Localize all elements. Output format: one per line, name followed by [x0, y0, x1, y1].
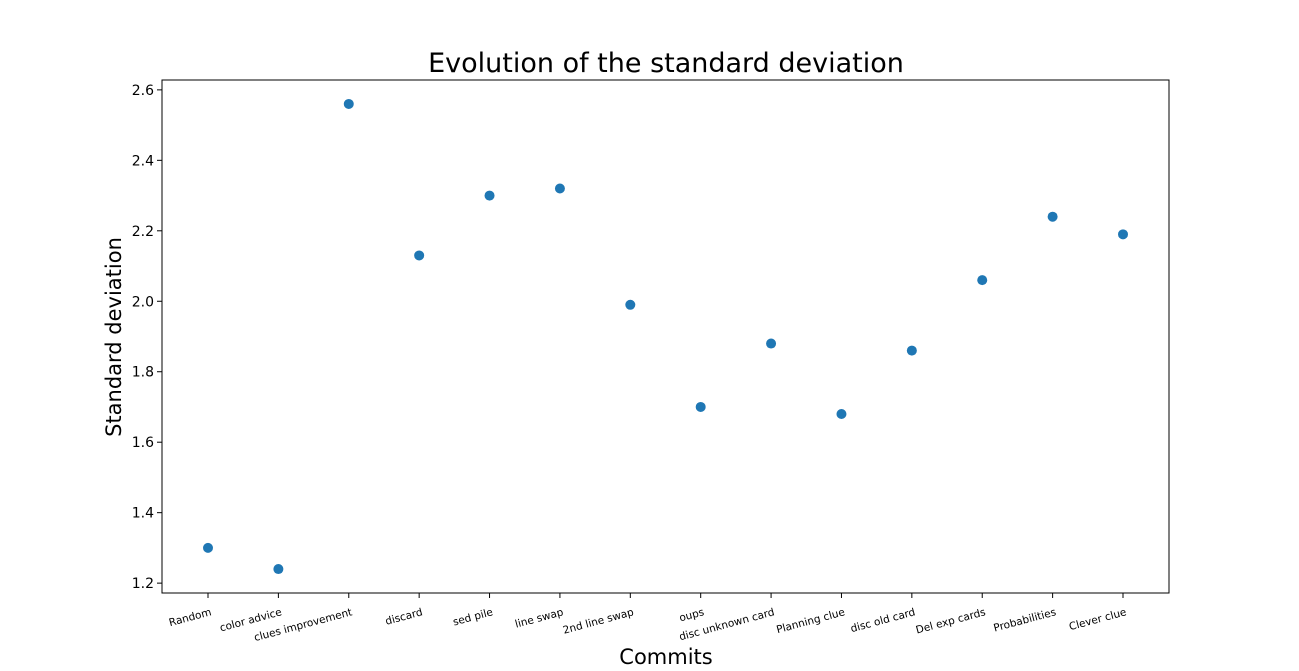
y-tick-label: 1.6 [132, 435, 154, 451]
data-point [343, 98, 354, 109]
y-tick-label: 2.2 [132, 224, 154, 240]
y-tick-label: 2.6 [132, 83, 154, 99]
data-point [1118, 229, 1128, 240]
y-axis-ticks: 1.2 1.4 1.6 1.8 2.0 2.2 2.4 2.6 [132, 83, 162, 592]
data-point [273, 564, 284, 575]
data-point [906, 345, 917, 356]
plot-area-frame [161, 79, 1170, 594]
data-point [977, 275, 988, 286]
data-point [203, 542, 213, 553]
y-tick-label: 2.0 [132, 294, 154, 310]
y-tick-label: 1.2 [132, 576, 154, 592]
data-point [414, 250, 425, 261]
data-point [836, 409, 847, 420]
data-point [625, 299, 636, 310]
y-tick-label: 1.4 [132, 506, 154, 522]
scatter-points [203, 98, 1128, 575]
chart-title: Evolution of the standard deviation [428, 48, 904, 79]
data-point [1047, 211, 1058, 222]
data-point [484, 190, 495, 201]
data-point [554, 183, 565, 194]
data-point [766, 338, 777, 349]
data-point [695, 401, 706, 412]
y-axis-label: Standard deviation [102, 237, 126, 437]
y-tick-label: 1.8 [132, 365, 154, 381]
x-axis-label: Commits [619, 645, 712, 666]
y-tick-label: 2.4 [132, 153, 154, 169]
